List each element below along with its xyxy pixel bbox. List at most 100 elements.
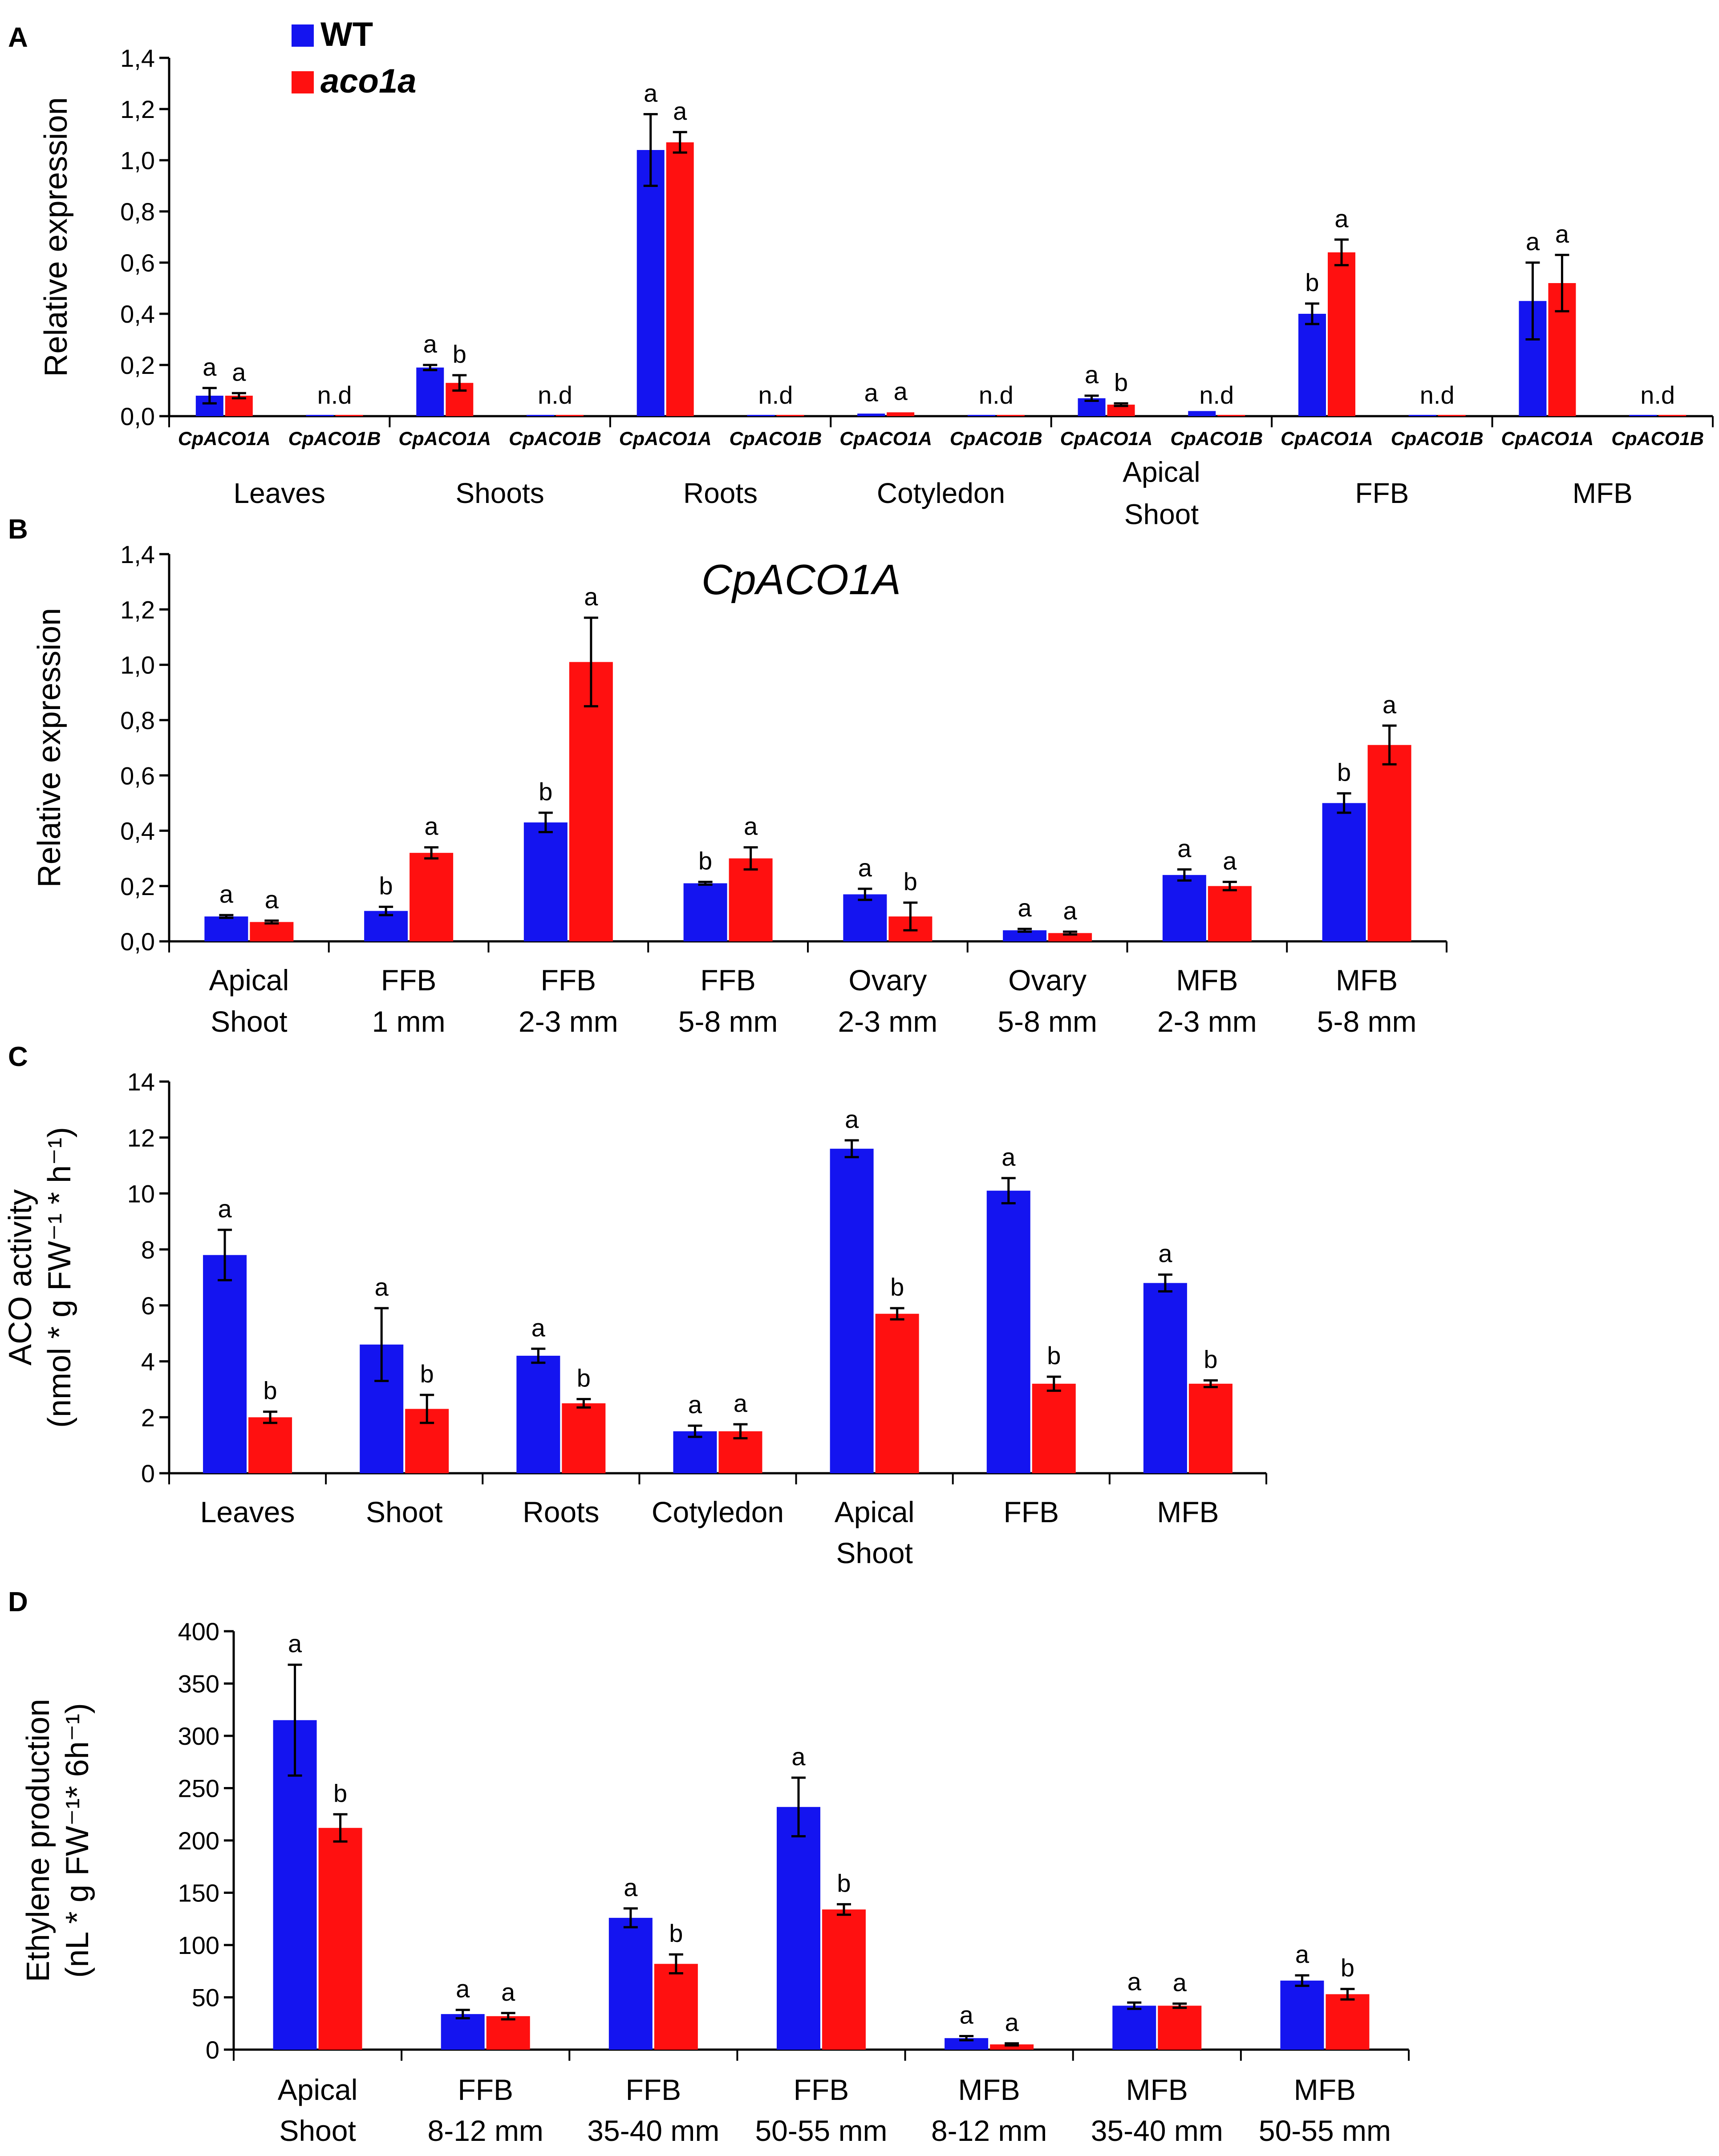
group-label: Shoot	[1124, 498, 1199, 531]
x-category-label: FFB	[458, 2073, 513, 2106]
significance-label: a	[1127, 1967, 1142, 1995]
bar-aco1a	[997, 415, 1025, 416]
x-category-label: FFB	[794, 2073, 849, 2106]
group-label: Apical	[1123, 456, 1200, 488]
y-axis-label: ACO activity	[3, 1189, 38, 1366]
bar-aco1a	[409, 853, 454, 941]
significance-label: a	[734, 1389, 748, 1417]
x-category-label: 5-8 mm	[997, 1005, 1097, 1038]
y-axis-label: Relative expression	[38, 97, 74, 377]
bar-wt	[1188, 411, 1216, 416]
y-tick-label: 0,0	[120, 928, 155, 956]
legend-label-aco1a: aco1a	[320, 62, 417, 100]
y-tick-label: 0,4	[120, 300, 155, 328]
x-category-label: CpACO1B	[509, 428, 601, 450]
bar-wt	[1162, 875, 1206, 941]
bar-wt	[416, 367, 444, 416]
panel-letter: A	[8, 22, 28, 53]
x-category-label: MFB	[958, 2073, 1020, 2106]
x-category-label: 50-55 mm	[755, 2114, 887, 2147]
y-tick-label: 0,0	[120, 402, 155, 430]
bar-wt	[986, 1191, 1030, 1473]
x-category-label: MFB	[1176, 964, 1238, 997]
bar-aco1a	[990, 2044, 1034, 2050]
chart-title: CpACO1A	[701, 556, 901, 604]
x-category-label: CpACO1A	[1060, 428, 1153, 450]
x-category-label: CpACO1A	[398, 428, 491, 450]
bar-aco1a	[1438, 415, 1466, 416]
y-tick-label: 0,6	[120, 762, 155, 790]
bar-wt	[673, 1431, 717, 1473]
nd-label: n.d	[1420, 381, 1455, 409]
significance-label: b	[890, 1273, 904, 1301]
bar-aco1a	[776, 415, 804, 416]
y-tick-label: 0,6	[120, 249, 155, 277]
significance-label: b	[539, 778, 552, 806]
nd-label: n.d	[758, 381, 793, 409]
nd-label: n.d	[979, 381, 1014, 409]
group-label: Roots	[683, 477, 758, 509]
y-tick-label: 300	[178, 1722, 219, 1750]
bar-wt	[830, 1148, 874, 1473]
bar-wt	[1143, 1283, 1187, 1473]
y-tick-label: 150	[178, 1879, 219, 1907]
significance-label: a	[584, 583, 598, 611]
bar-wt	[1280, 1980, 1324, 2050]
y-tick-label: 100	[178, 1931, 219, 1959]
legend-swatch-wt	[292, 24, 314, 47]
x-category-label: 35-40 mm	[1091, 2114, 1223, 2147]
x-category-label: CpACO1B	[1391, 428, 1484, 450]
x-category-label: Ovary	[1008, 964, 1087, 997]
y-tick-label: 8	[141, 1236, 155, 1264]
bar-wt	[441, 2014, 485, 2050]
x-category-label: CpACO1B	[1611, 428, 1704, 450]
bar-wt	[523, 822, 568, 941]
x-category-label: Roots	[523, 1495, 599, 1528]
x-category-label: Shoot	[211, 1005, 287, 1038]
significance-label: a	[218, 1195, 232, 1223]
bar-aco1a	[250, 922, 294, 941]
group-label: Leaves	[234, 477, 325, 509]
bar-wt	[777, 1807, 820, 2050]
y-tick-label: 6	[141, 1292, 155, 1320]
nd-label: n.d	[538, 381, 572, 409]
significance-label: b	[577, 1364, 591, 1392]
bar-aco1a	[556, 415, 584, 416]
significance-label: a	[375, 1273, 389, 1301]
bar-aco1a	[729, 858, 773, 941]
y-axis-label: (nmol * g FW⁻¹ * h⁻¹)	[42, 1127, 77, 1428]
bar-aco1a	[569, 662, 613, 941]
x-category-label: 2-3 mm	[519, 1005, 618, 1038]
x-category-label: Shoot	[279, 2114, 356, 2147]
significance-label: b	[333, 1779, 347, 1807]
significance-label: a	[1223, 847, 1237, 875]
significance-label: b	[1204, 1345, 1217, 1373]
y-tick-label: 1,4	[120, 44, 155, 72]
x-category-label: MFB	[1336, 964, 1398, 997]
significance-label: a	[624, 1873, 638, 1901]
y-tick-label: 10	[127, 1180, 155, 1208]
x-category-label: 5-8 mm	[1317, 1005, 1417, 1038]
y-tick-label: 0	[141, 1459, 155, 1487]
bar-aco1a	[875, 1313, 919, 1473]
bar-aco1a	[822, 1909, 866, 2050]
bar-aco1a	[1326, 1994, 1370, 2050]
bar-wt	[516, 1356, 560, 1473]
x-category-label: CpACO1B	[288, 428, 381, 450]
y-tick-label: 1,0	[120, 146, 155, 174]
significance-label: a	[265, 885, 279, 913]
y-tick-label: 4	[141, 1348, 155, 1376]
significance-label: a	[288, 1629, 302, 1658]
significance-label: a	[1334, 204, 1349, 232]
bar-aco1a	[1048, 933, 1092, 941]
y-axis-label: Ethylene production	[20, 1699, 56, 1982]
y-tick-label: 50	[192, 1984, 219, 2012]
significance-label: b	[1114, 368, 1128, 396]
significance-label: b	[1337, 758, 1351, 786]
significance-label: a	[1085, 361, 1099, 389]
y-tick-label: 1,0	[120, 651, 155, 679]
x-category-label: MFB	[1157, 1495, 1219, 1528]
legend-label-wt: WT	[320, 16, 373, 53]
significance-label: b	[1047, 1341, 1061, 1370]
